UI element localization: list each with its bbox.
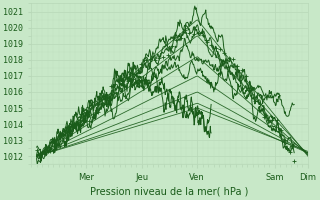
X-axis label: Pression niveau de la mer( hPa ): Pression niveau de la mer( hPa ) bbox=[90, 187, 249, 197]
